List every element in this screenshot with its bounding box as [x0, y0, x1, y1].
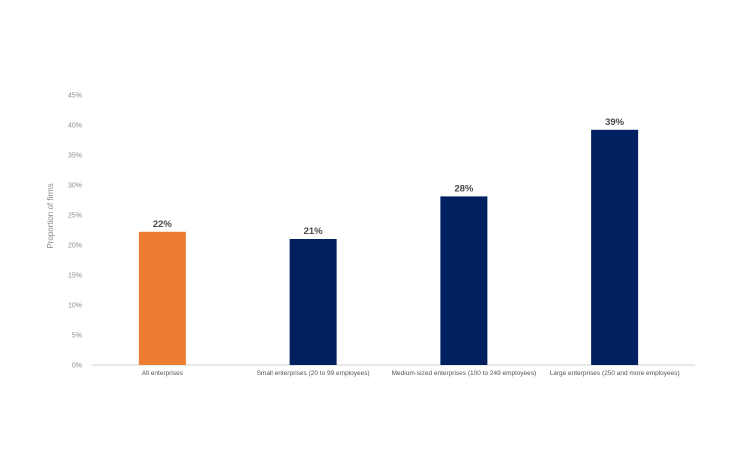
category-label: Large enterprises (250 and more employee…	[550, 370, 680, 377]
y-tick-label: 25%	[68, 213, 82, 220]
y-tick-label: 30%	[68, 183, 82, 190]
category-labels: All enterprises Small enterprises (20 to …	[142, 370, 680, 377]
data-labels: 22% 21% 28% 39%	[153, 117, 625, 237]
category-label: Medium-sized enterprises (100 to 249 emp…	[392, 370, 537, 377]
data-label: 21%	[304, 226, 324, 237]
category-label: All enterprises	[142, 370, 184, 377]
y-tick-label: 15%	[68, 273, 82, 280]
bar-2	[289, 239, 337, 365]
data-label: 28%	[454, 183, 474, 194]
bar-4	[591, 129, 639, 365]
bar-1	[138, 231, 186, 365]
data-label: 39%	[605, 117, 625, 128]
y-tick-label: 35%	[68, 153, 82, 160]
y-axis-ticks: 0% 5% 10% 15% 20% 25% 30% 35% 40% 45%	[68, 93, 82, 370]
bars	[138, 129, 639, 365]
y-tick-label: 40%	[68, 123, 82, 130]
y-tick-label: 20%	[68, 243, 82, 250]
y-tick-label: 5%	[72, 333, 82, 340]
y-tick-label: 10%	[68, 303, 82, 310]
y-tick-label: 0%	[72, 363, 82, 370]
data-label: 22%	[153, 219, 173, 230]
category-label: Small enterprises (20 to 99 employees)	[257, 370, 370, 377]
bar-3	[440, 196, 488, 365]
y-tick-label: 45%	[68, 93, 82, 100]
y-axis-label: Proportion of firms	[46, 183, 55, 248]
